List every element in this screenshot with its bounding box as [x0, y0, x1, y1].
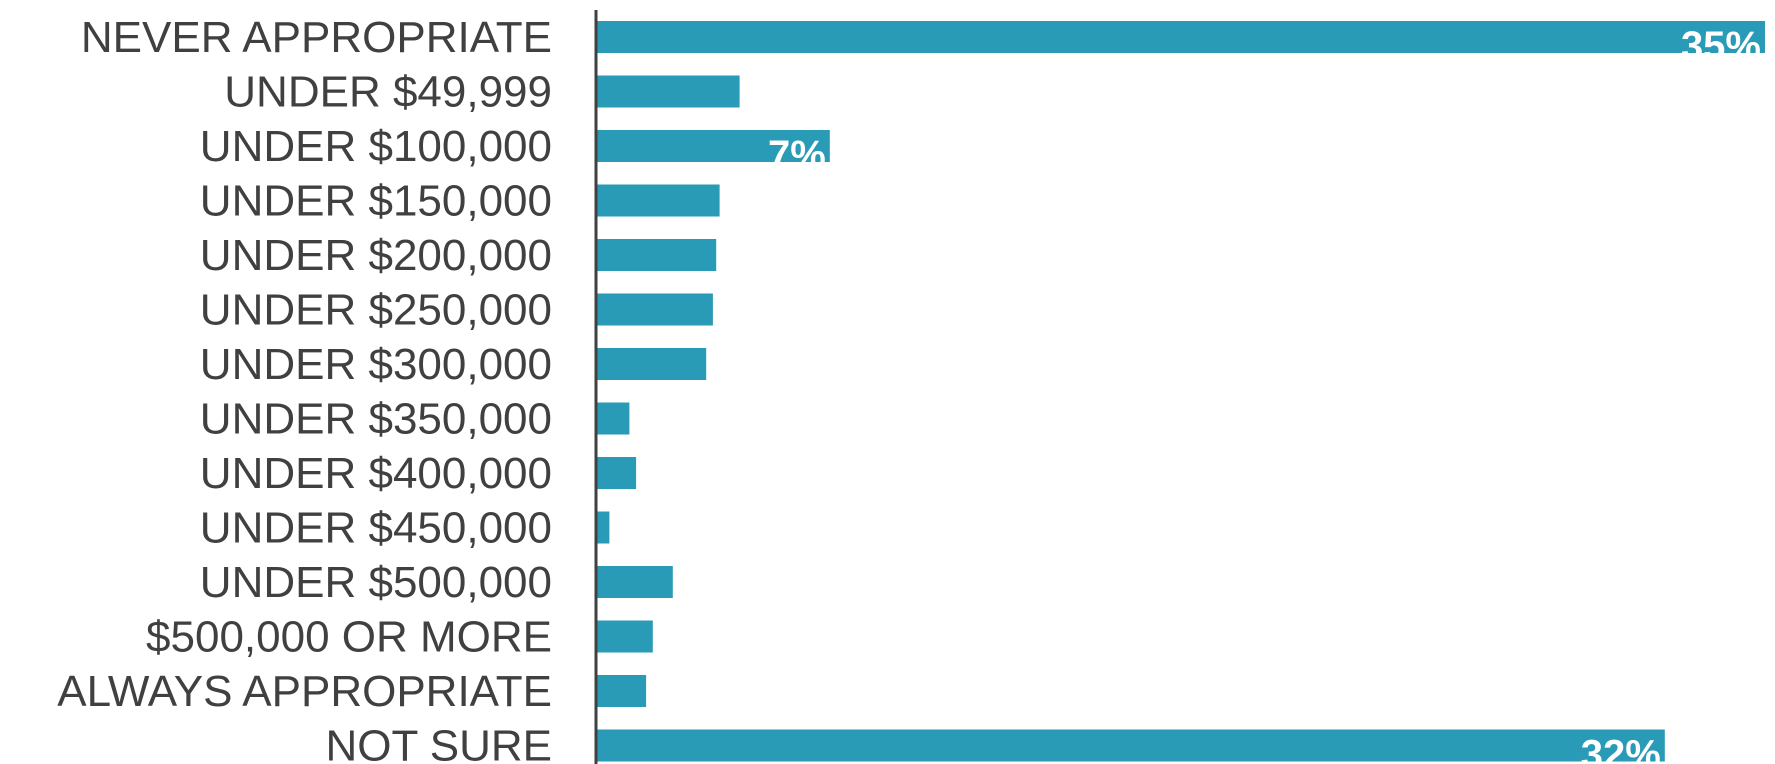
data-label-13: 32%	[1581, 733, 1661, 764]
category-label-13: NOT SURE	[325, 722, 552, 764]
category-label-7: UNDER $350,000	[200, 395, 552, 444]
category-label-8: UNDER $400,000	[200, 449, 552, 498]
category-label-0: NEVER APPROPRIATE	[81, 13, 552, 62]
bar-3	[596, 184, 720, 217]
bar-5	[596, 293, 713, 326]
category-label-6: UNDER $300,000	[200, 340, 552, 389]
bar-4	[596, 239, 717, 271]
data-labels-layer: 35% 7% 32%	[768, 24, 1761, 764]
category-label-12: ALWAYS APPROPRIATE	[57, 667, 552, 716]
bar-0	[596, 21, 1765, 53]
data-label-2: 7%	[768, 133, 826, 177]
category-label-2: UNDER $100,000	[200, 122, 552, 171]
bar-13	[596, 729, 1665, 762]
category-label-10: UNDER $500,000	[200, 558, 552, 607]
bar-7	[596, 402, 630, 435]
category-label-3: UNDER $150,000	[200, 177, 552, 226]
bar-6	[596, 348, 707, 380]
category-labels-layer: NEVER APPROPRIATE UNDER $49,999 UNDER $100…	[57, 13, 552, 764]
bars-layer	[596, 21, 1765, 762]
category-label-4: UNDER $200,000	[200, 231, 552, 280]
category-label-11: $500,000 OR MORE	[146, 613, 552, 662]
bar-11	[596, 620, 653, 653]
data-label-0: 35%	[1681, 24, 1761, 68]
bar-1	[596, 75, 740, 108]
bar-10	[596, 566, 673, 598]
category-label-1: UNDER $49,999	[224, 68, 552, 117]
category-label-9: UNDER $450,000	[200, 504, 552, 553]
bar-9	[596, 511, 610, 544]
bar-8	[596, 457, 637, 489]
bar-12	[596, 675, 647, 707]
bar-2	[596, 130, 830, 162]
category-label-5: UNDER $250,000	[200, 286, 552, 335]
